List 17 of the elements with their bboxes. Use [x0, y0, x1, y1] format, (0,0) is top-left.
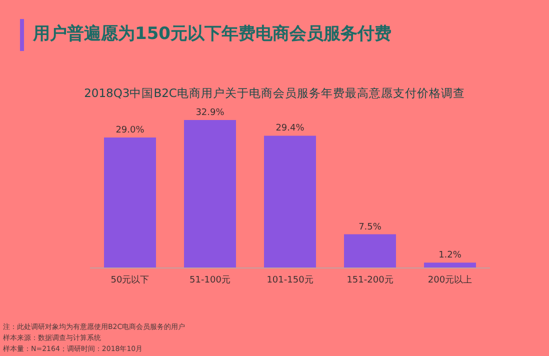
x-tick-label: 200元以上 [428, 274, 472, 286]
chart-subtitle: 2018Q3中国B2C电商用户关于电商会员服务年费最高意愿支付价格调查 [83, 86, 466, 101]
bar [424, 262, 476, 268]
data-label: 29.0% [116, 126, 145, 136]
data-label: 1.2% [438, 250, 462, 261]
bar [344, 234, 396, 268]
bar [104, 138, 156, 268]
x-tick-label: 101-150元 [266, 274, 314, 286]
data-label: 7.5% [358, 222, 382, 232]
x-tick-label: 151-200元 [346, 274, 394, 286]
x-tick-label: 51-100元 [190, 274, 230, 286]
x-tick-label: 50元以下 [110, 274, 150, 286]
chart-title: 用户普遍愿为150元以下年费电商会员服务付费 [33, 23, 392, 45]
bar [184, 120, 236, 268]
bar [264, 136, 316, 268]
data-label: 32.9% [196, 108, 225, 118]
data-label: 29.4% [276, 124, 305, 134]
